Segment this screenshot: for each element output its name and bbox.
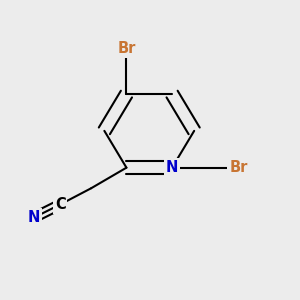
Text: Br: Br (229, 160, 248, 175)
Text: N: N (28, 210, 40, 225)
Text: N: N (166, 160, 178, 175)
Text: Br: Br (117, 41, 136, 56)
Text: C: C (55, 197, 66, 212)
